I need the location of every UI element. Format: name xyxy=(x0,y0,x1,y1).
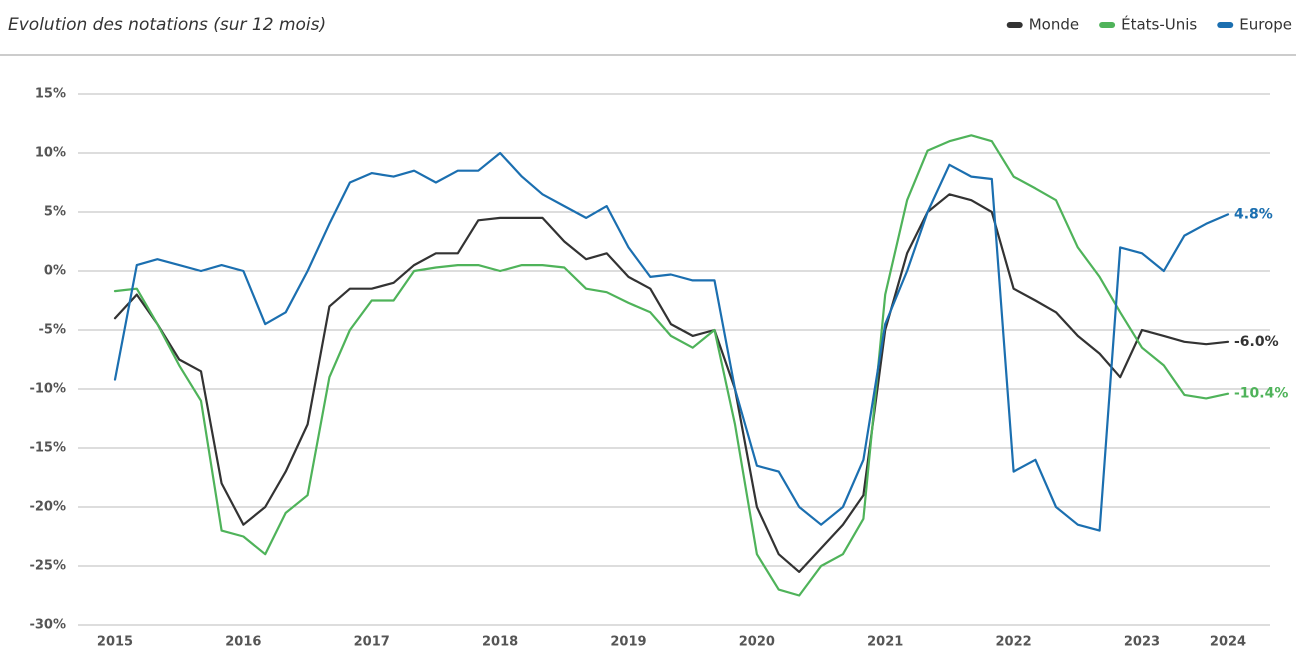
y-tick-label: -5% xyxy=(39,323,66,338)
y-tick-label: 10% xyxy=(35,146,66,161)
y-tick-label: -10% xyxy=(29,382,66,397)
end-label: -6.0% xyxy=(1234,334,1279,350)
line-series xyxy=(113,151,1230,532)
x-tick-label: 2024 xyxy=(1210,635,1246,650)
line-series xyxy=(113,193,1230,573)
legend-label: Europe xyxy=(1239,16,1292,34)
x-tick-label: 2015 xyxy=(97,635,133,650)
chart-subtitle: Evolution des notations (sur 12 mois) xyxy=(8,15,326,35)
end-label: 4.8% xyxy=(1234,206,1273,222)
line-series xyxy=(113,134,1230,597)
y-tick-label: -30% xyxy=(29,618,66,633)
x-tick-label: 2016 xyxy=(225,635,261,650)
legend-swatch xyxy=(1099,22,1116,28)
x-tick-label: 2021 xyxy=(867,635,903,650)
x-tick-label: 2023 xyxy=(1124,635,1160,650)
y-tick-label: 0% xyxy=(44,264,66,279)
y-tick-label: 5% xyxy=(44,205,66,220)
legend-swatch xyxy=(1006,22,1023,28)
y-tick-label: -25% xyxy=(29,559,66,574)
y-tick-label: 15% xyxy=(35,87,66,102)
y-tick-label: -20% xyxy=(29,500,66,515)
legend-label: États-Unis xyxy=(1121,15,1197,34)
legend-label: Monde xyxy=(1029,16,1079,34)
y-tick-label: -15% xyxy=(29,441,66,456)
end-label: -10.4% xyxy=(1234,386,1288,402)
x-tick-label: 2020 xyxy=(739,635,775,650)
x-tick-label: 2017 xyxy=(354,635,390,650)
x-tick-label: 2022 xyxy=(996,635,1032,650)
x-tick-label: 2018 xyxy=(482,635,518,650)
x-tick-label: 2019 xyxy=(610,635,646,650)
legend-swatch xyxy=(1217,22,1234,28)
